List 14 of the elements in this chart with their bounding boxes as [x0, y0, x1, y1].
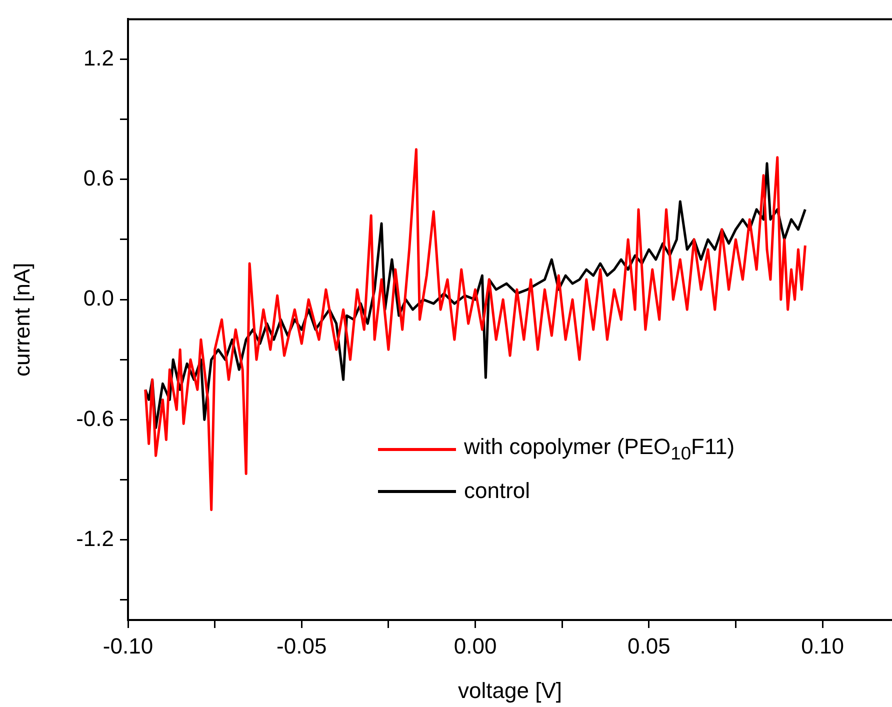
y-tick-label: -0.6 — [76, 406, 114, 431]
x-axis-title: voltage [V] — [458, 678, 562, 703]
legend-label: with copolymer (PEO$_{10}$F11) — [464, 434, 735, 464]
y-tick-label: 0.0 — [83, 286, 114, 311]
y-tick-label: -1.2 — [76, 526, 114, 551]
y-tick-label: 1.2 — [83, 45, 114, 70]
y-axis-title: current [nA] — [9, 262, 34, 376]
x-tick-label: 0.00 — [454, 633, 497, 658]
x-tick-label: 0.05 — [627, 633, 670, 658]
legend-label: control — [464, 478, 530, 504]
x-tick-label: -0.05 — [276, 633, 327, 658]
x-tick-label: -0.10 — [102, 633, 154, 658]
y-tick-label: 0.6 — [83, 165, 114, 190]
x-tick-label: 0.10 — [801, 633, 844, 658]
